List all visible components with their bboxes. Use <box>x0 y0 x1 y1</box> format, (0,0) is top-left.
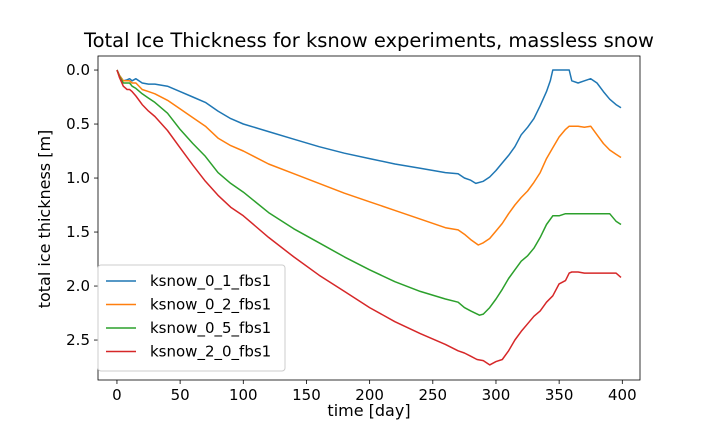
legend-label-2: ksnow_0_2_fbs1 <box>150 296 271 315</box>
legend: ksnow_0_1_fbs1 ksnow_0_2_fbs1 ksnow_0_5_fb… <box>97 264 286 372</box>
x-tick-label: 400 <box>608 386 637 404</box>
x-tick-label: 250 <box>418 386 447 404</box>
series-line-3 <box>116 69 622 316</box>
plot-area: 0 50 100 150 200 250 300 350 400 0.0 0.5 1.0 1.5 2.0 2… <box>66 55 641 404</box>
x-tick-label: 350 <box>545 386 574 404</box>
axes-frame <box>97 55 641 381</box>
y-axis-label: total ice thickness [m] <box>35 130 54 309</box>
x-tick-label: 200 <box>355 386 384 404</box>
y-tick-label: 0.5 <box>66 115 90 133</box>
x-tick-label: 300 <box>482 386 511 404</box>
series-line-4 <box>116 69 622 366</box>
x-axis-label: time [day] <box>327 401 410 420</box>
legend-box <box>97 264 286 372</box>
series-line-2 <box>116 69 622 246</box>
legend-label-3: ksnow_0_5_fbs1 <box>150 319 271 338</box>
y-tick-label: 2.0 <box>66 277 90 295</box>
legend-label-4: ksnow_2_0_fbs1 <box>150 343 271 362</box>
y-tick-label: 2.5 <box>66 331 90 349</box>
y-tick-label: 1.0 <box>66 169 90 187</box>
legend-label-1: ksnow_0_1_fbs1 <box>150 272 271 291</box>
x-tick-label: 50 <box>171 386 190 404</box>
x-tick-label: 150 <box>292 386 321 404</box>
y-tick-label: 1.5 <box>66 223 90 241</box>
x-tick-label: 100 <box>229 386 258 404</box>
x-tick-label: 0 <box>112 386 122 404</box>
series-line-1 <box>116 69 622 185</box>
y-tick-label: 0.0 <box>66 61 90 79</box>
chart-title: Total Ice Thickness for ksnow experiment… <box>83 29 654 52</box>
